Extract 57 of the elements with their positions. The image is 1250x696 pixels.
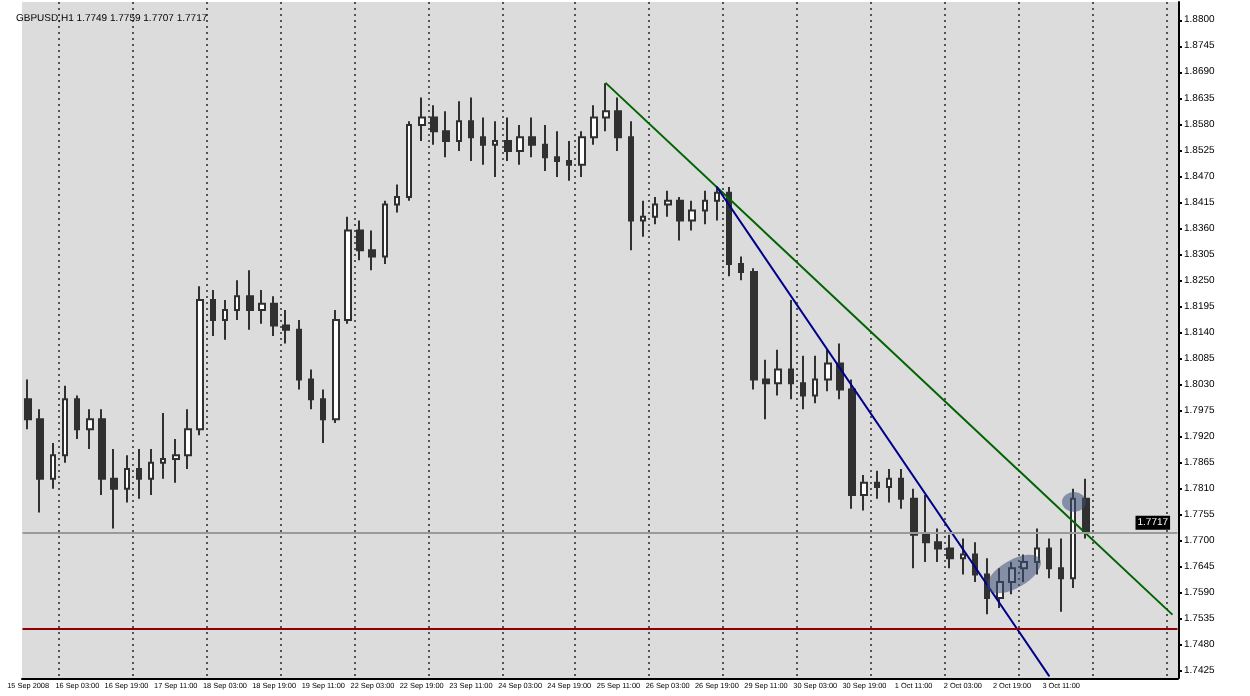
candlestick [848, 378, 856, 510]
candlestick [74, 394, 80, 441]
candlestick [36, 408, 44, 514]
candlestick [628, 120, 634, 252]
candlestick [812, 354, 818, 405]
candlestick [1058, 537, 1064, 613]
candlestick [184, 408, 192, 470]
candlestick [590, 104, 598, 146]
candlestick [516, 124, 524, 166]
candlestick [1046, 537, 1052, 580]
candlestick [258, 289, 266, 325]
candlestick [542, 124, 548, 172]
candlestick [234, 279, 240, 321]
candlestick [442, 110, 450, 159]
candlestick [676, 195, 684, 242]
candlestick [24, 378, 32, 431]
candlestick [296, 318, 302, 391]
candlestick [110, 448, 118, 530]
candlestick [664, 189, 672, 218]
candlestick [836, 342, 844, 401]
candlestick [394, 183, 400, 214]
candlestick [886, 467, 892, 504]
candlestick [922, 493, 930, 564]
candlestick [762, 358, 770, 421]
candlestick [1034, 527, 1040, 576]
candlestick [554, 130, 560, 179]
candlestick [148, 448, 154, 496]
candlestick [222, 299, 228, 341]
candlestick [456, 100, 462, 153]
candlestick [320, 388, 326, 444]
candlestick [960, 537, 966, 576]
candlestick [492, 120, 498, 179]
candlestick [382, 199, 388, 266]
candlestick [528, 116, 536, 159]
candlestick [368, 229, 376, 272]
candlestick [688, 199, 696, 232]
candlestick [160, 412, 166, 480]
candlestick [468, 96, 474, 162]
candlestick [1070, 487, 1076, 590]
candlestick [98, 408, 106, 496]
candlestick [614, 96, 622, 153]
candlestick [602, 82, 610, 133]
candlestick [898, 467, 904, 510]
candlestick [824, 348, 832, 393]
candlestick [86, 408, 94, 451]
candlestick [738, 255, 744, 282]
candlestick [774, 348, 782, 397]
candlestick [984, 557, 990, 616]
candlestick [480, 116, 486, 166]
candlestick [172, 438, 180, 484]
candlestick [308, 368, 314, 411]
candlestick [910, 487, 918, 570]
candlestick [702, 189, 708, 226]
candlestick [246, 269, 254, 331]
candlestick [332, 308, 340, 425]
candlestick [750, 267, 758, 391]
candlestick [406, 120, 412, 202]
